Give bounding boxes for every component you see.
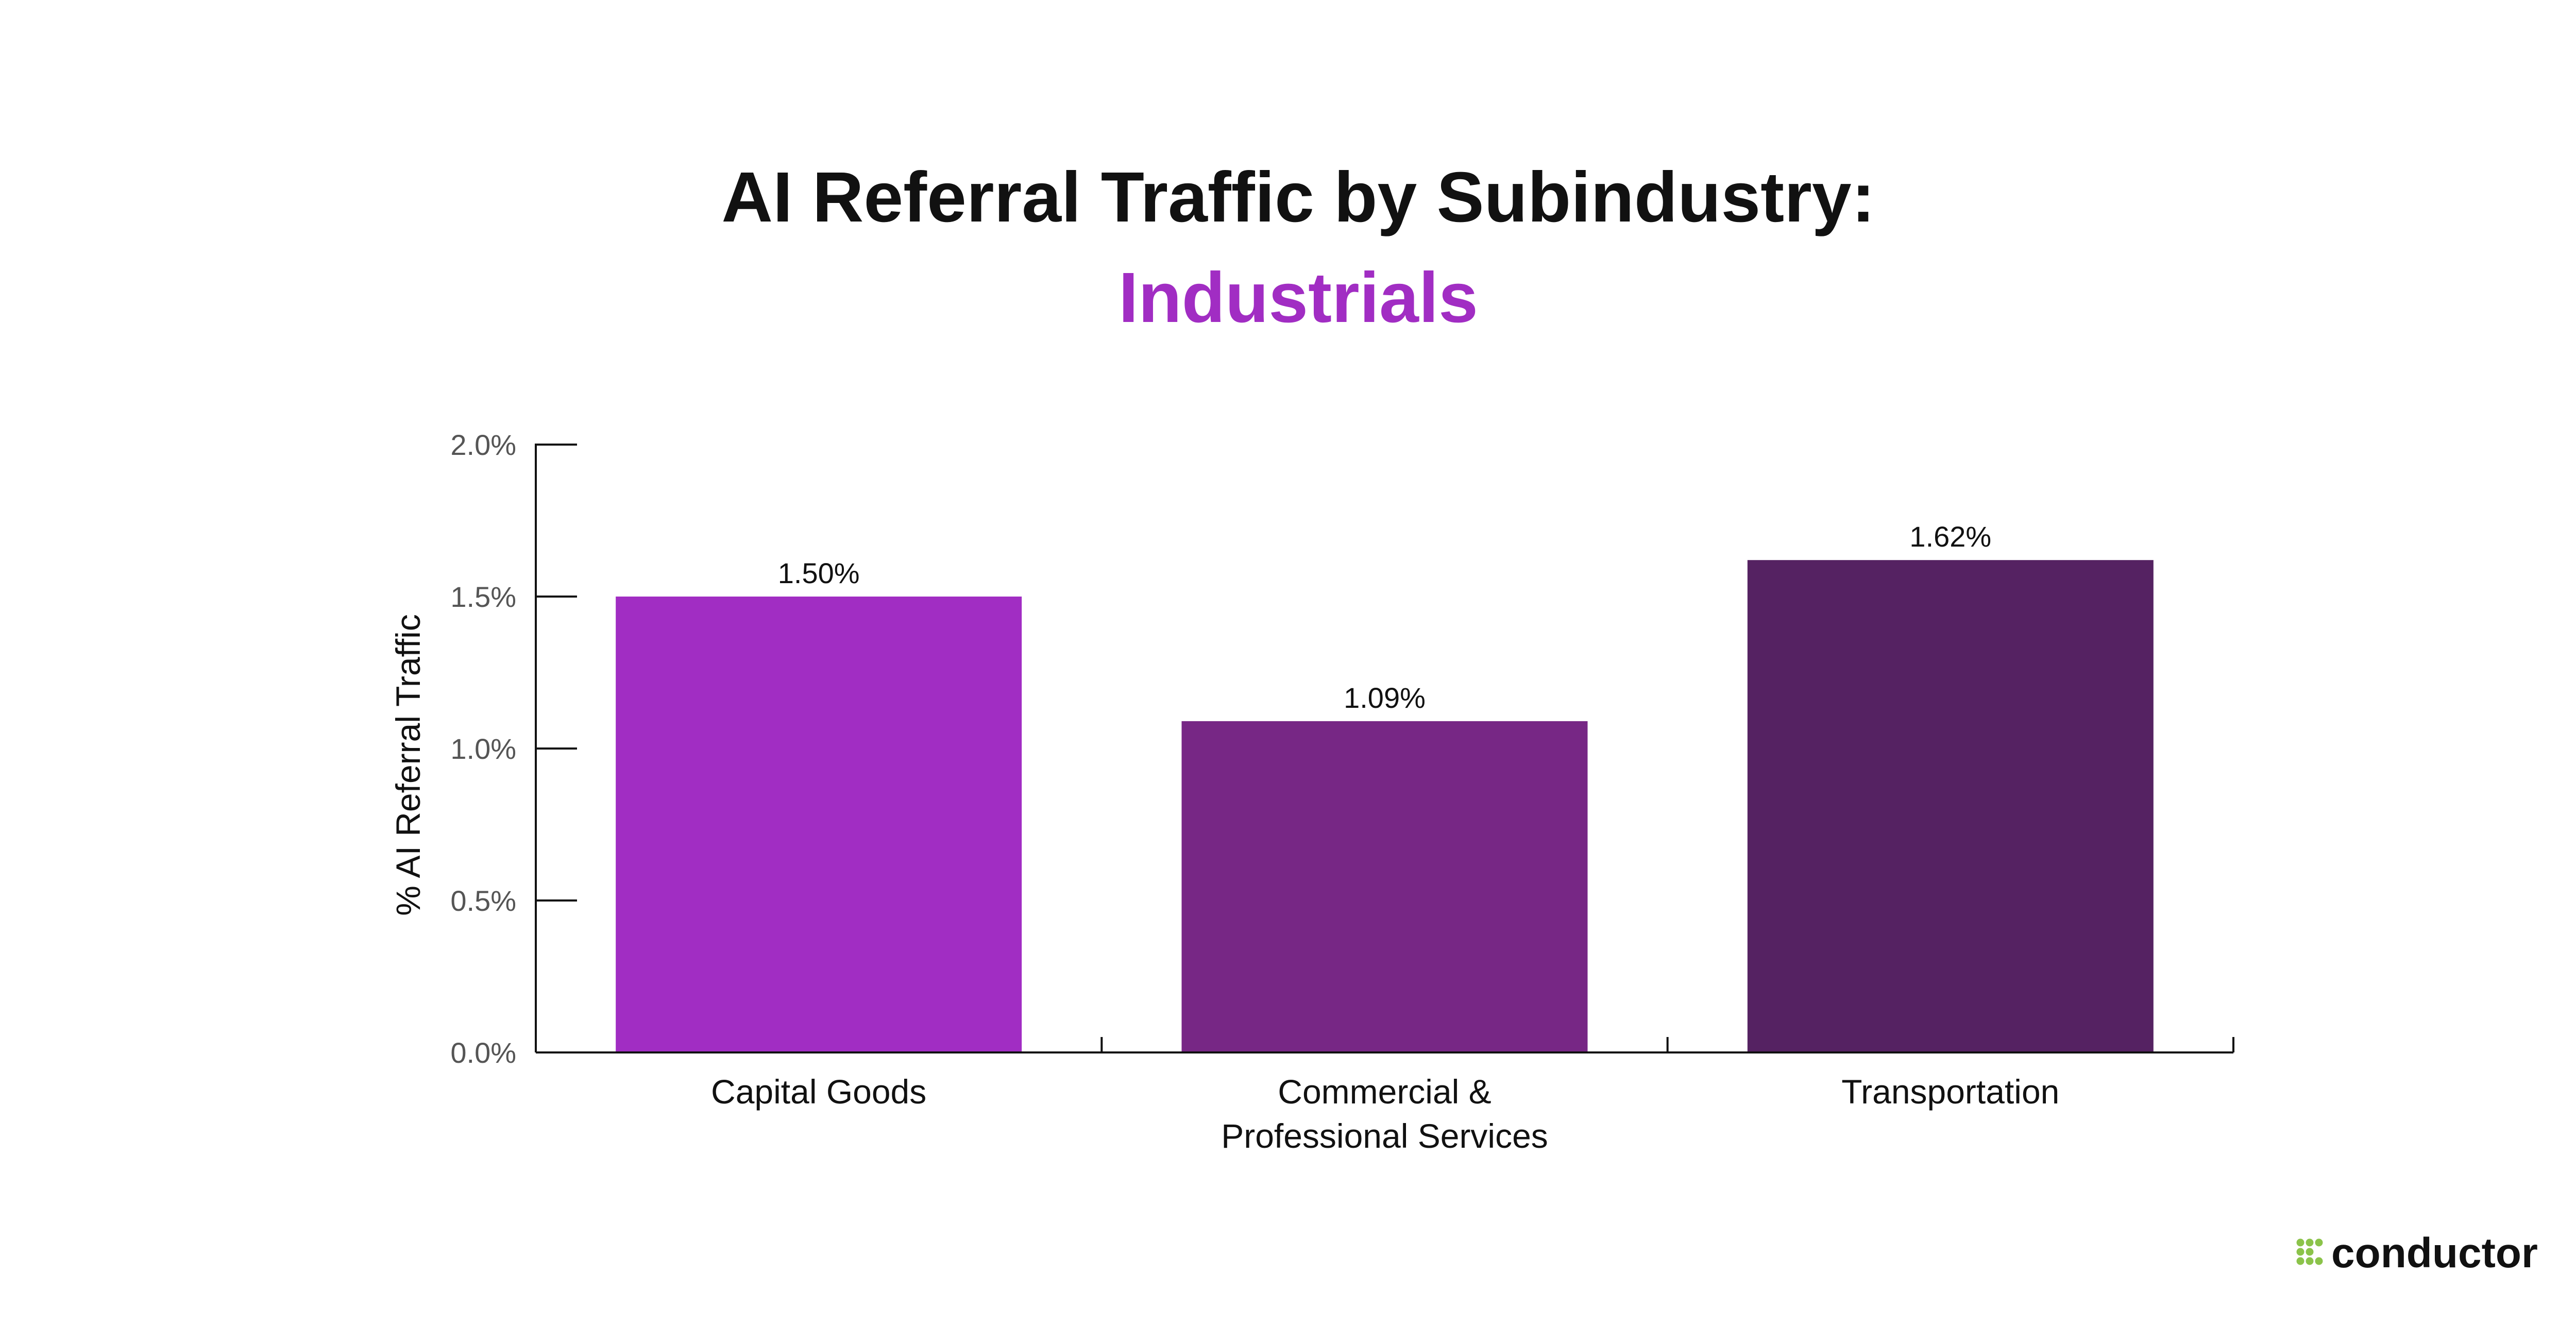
brand-dot — [2315, 1257, 2323, 1265]
brand-dot — [2315, 1238, 2323, 1247]
y-tick-label: 2.0% — [450, 429, 516, 461]
axes — [535, 444, 2234, 1053]
conductor-logo: conductor — [2296, 1230, 2538, 1277]
conductor-dots-icon — [2296, 1238, 2323, 1265]
y-axis-ticks: 0.0% 0.5% 1.0% 1.5% 2.0% — [450, 429, 577, 1069]
bar — [616, 597, 1022, 1052]
brand-name: conductor — [2331, 1230, 2538, 1277]
y-axis-title: % AI Referral Traffic — [389, 614, 427, 916]
bar-value-label: 1.50% — [778, 557, 860, 589]
category-label: Capital Goods — [711, 1073, 926, 1111]
y-tick-label: 1.0% — [450, 733, 516, 765]
category-labels: Capital Goods Commercial & Professional Se… — [711, 1073, 2059, 1155]
y-tick-label: 0.5% — [450, 885, 516, 917]
brand-dot — [2296, 1238, 2304, 1247]
y-tick-label: 1.5% — [450, 581, 516, 613]
bar — [1747, 560, 2154, 1052]
brand-dot — [2296, 1248, 2304, 1256]
category-label: Commercial & Professional Services — [1221, 1073, 1548, 1155]
brand-dot — [2296, 1257, 2304, 1265]
bar-value-label: 1.09% — [1344, 682, 1426, 714]
brand-dot — [2306, 1238, 2314, 1247]
bar — [1181, 721, 1588, 1052]
brand-dot — [2306, 1248, 2314, 1256]
chart-title: AI Referral Traffic by Subindustry: — [721, 158, 1875, 237]
bars: 1.50% 1.09% 1.62% — [616, 520, 2154, 1052]
y-tick-label: 0.0% — [450, 1036, 516, 1069]
brand-dot — [2306, 1257, 2314, 1265]
chart-subtitle: Industrials — [1118, 258, 1478, 337]
bar-value-label: 1.62% — [1909, 520, 1991, 553]
category-label: Transportation — [1841, 1073, 2059, 1111]
